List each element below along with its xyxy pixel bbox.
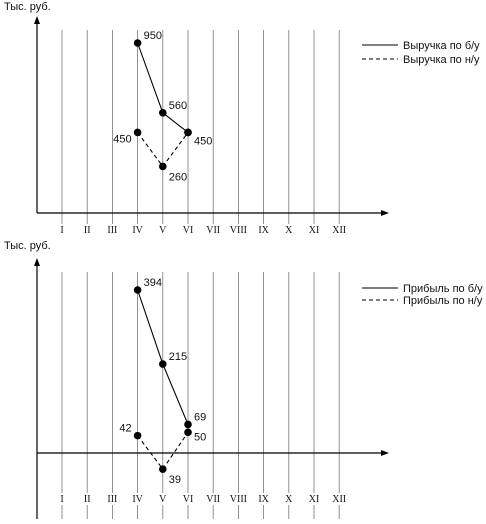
chart1-series-2-point-2 — [159, 162, 167, 171]
chart2-tick-label-VII: VII — [206, 494, 220, 505]
chart1-data-label-1: 950 — [144, 30, 162, 42]
chart1-tick-bg-VI — [181, 224, 195, 236]
chart2-tick-label-IX: IX — [258, 494, 269, 505]
chart2-tick-bg-V — [158, 493, 167, 505]
chart2-data-label-1: 394 — [144, 277, 162, 289]
chart1-tick-bg-III — [104, 224, 121, 236]
chart2-tick-bg-I — [57, 493, 67, 505]
chart1-tick-label-XII: XII — [332, 225, 346, 236]
chart1-tick-label-VI: VI — [183, 225, 194, 236]
chart2-data-label-2: 215 — [169, 351, 187, 363]
chart2-tick-bg-XII — [330, 493, 348, 505]
chart2-tick-bg-VII — [204, 493, 222, 505]
chart2-series-1-point-3 — [184, 420, 192, 429]
chart2-tick-label-VI: VI — [183, 494, 194, 505]
chart1-data-label-4: 450 — [194, 135, 212, 147]
chart2-tick-label-III: III — [107, 494, 117, 505]
chart1-tick-bg-VIII — [228, 224, 249, 236]
chart2-tick-label-VIII: VIII — [230, 494, 247, 505]
chart2-x-axis-arrow — [381, 450, 389, 456]
chart2-tick-label-XI: XI — [309, 494, 320, 505]
chart1-tick-label-VIII: VIII — [230, 225, 247, 236]
chart2-series-1-point-2 — [159, 360, 167, 368]
chart1-series-1-point-1 — [133, 39, 142, 47]
chart1-x-axis-arrow — [381, 210, 389, 216]
chart1-tick-label-VII: VII — [206, 225, 220, 236]
chart1-tick-label-XI: XI — [309, 225, 320, 236]
chart1-tick-bg-V — [158, 224, 167, 236]
chart2-y-axis-arrow — [34, 258, 40, 266]
chart2-legend-dashed-label: Прибыль по н/у — [403, 295, 483, 307]
chart2-tick-bg-II — [81, 493, 94, 505]
chart1-series-1-point-2 — [159, 108, 167, 117]
chart2-tick-bg-VI — [181, 493, 195, 505]
chart1-tick-bg-IX — [257, 224, 270, 236]
chart1-tick-label-III: III — [107, 225, 117, 236]
chart2-tick-label-II: II — [84, 494, 91, 505]
chart1-tick-label-I: I — [60, 225, 63, 236]
chart2-ylabel: Тыс. руб. — [4, 240, 51, 252]
chart1-tick-bg-VII — [204, 224, 222, 236]
chart1-tick-label-IV: IV — [132, 225, 143, 236]
chart2-tick-bg-X — [284, 493, 293, 505]
chart1-tick-label-II: II — [84, 225, 91, 236]
chart2-tick-bg-IV — [131, 493, 144, 505]
chart1-y-axis-arrow — [34, 16, 40, 24]
chart2-series-2-point-1 — [133, 431, 142, 440]
chart2-tick-label-IV: IV — [132, 494, 143, 505]
chart1-tick-label-V: V — [159, 225, 167, 236]
chart1-tick-bg-IV — [131, 224, 144, 236]
chart2-tick-bg-IX — [257, 493, 270, 505]
chart1-legend-dashed-label: Выручка по н/у — [403, 54, 480, 66]
chart2-series-2-point-2 — [159, 465, 167, 473]
chart1-tick-bg-XI — [307, 224, 321, 236]
chart1-data-label-2: 560 — [169, 100, 187, 112]
chart1-legend-solid-label: Выручка по б/у — [403, 40, 480, 52]
chart2-data-label-6: 39 — [169, 474, 181, 486]
chart2-series-1-point-1 — [133, 286, 142, 294]
chart1-tick-label-IX: IX — [258, 225, 269, 236]
chart1-tick-bg-XII — [330, 224, 348, 236]
chart2-data-label-4: 42 — [119, 423, 131, 435]
chart2-data-label-3: 69 — [194, 411, 206, 423]
chart1-series-2-point-3 — [184, 128, 192, 137]
chart1-tick-bg-II — [81, 224, 94, 236]
chart1-tick-label-X: X — [285, 225, 293, 236]
chart1-series-2-point-1 — [133, 128, 142, 137]
chart2-tick-label-I: I — [60, 494, 63, 505]
chart2-series-2-point-3 — [184, 428, 192, 437]
chart2-series-line-2 — [137, 432, 189, 471]
chart2-tick-label-X: X — [285, 494, 293, 505]
chart1-tick-bg-I — [57, 224, 67, 236]
chart2-tick-bg-VIII — [228, 493, 249, 505]
chart2-tick-label-XII: XII — [332, 494, 346, 505]
chart2-tick-label-V: V — [159, 494, 167, 505]
chart2-tick-bg-XI — [307, 493, 321, 505]
chart1-ylabel: Тыс. руб. — [4, 1, 51, 13]
chart2-data-label-5: 50 — [194, 431, 206, 443]
chart1-tick-bg-X — [284, 224, 293, 236]
chart2-legend-solid-label: Прибыль по б/у — [403, 283, 483, 295]
chart1-data-label-5: 260 — [169, 171, 187, 183]
chart1-data-label-3: 450 — [113, 133, 131, 145]
chart2-tick-bg-III — [104, 493, 121, 505]
